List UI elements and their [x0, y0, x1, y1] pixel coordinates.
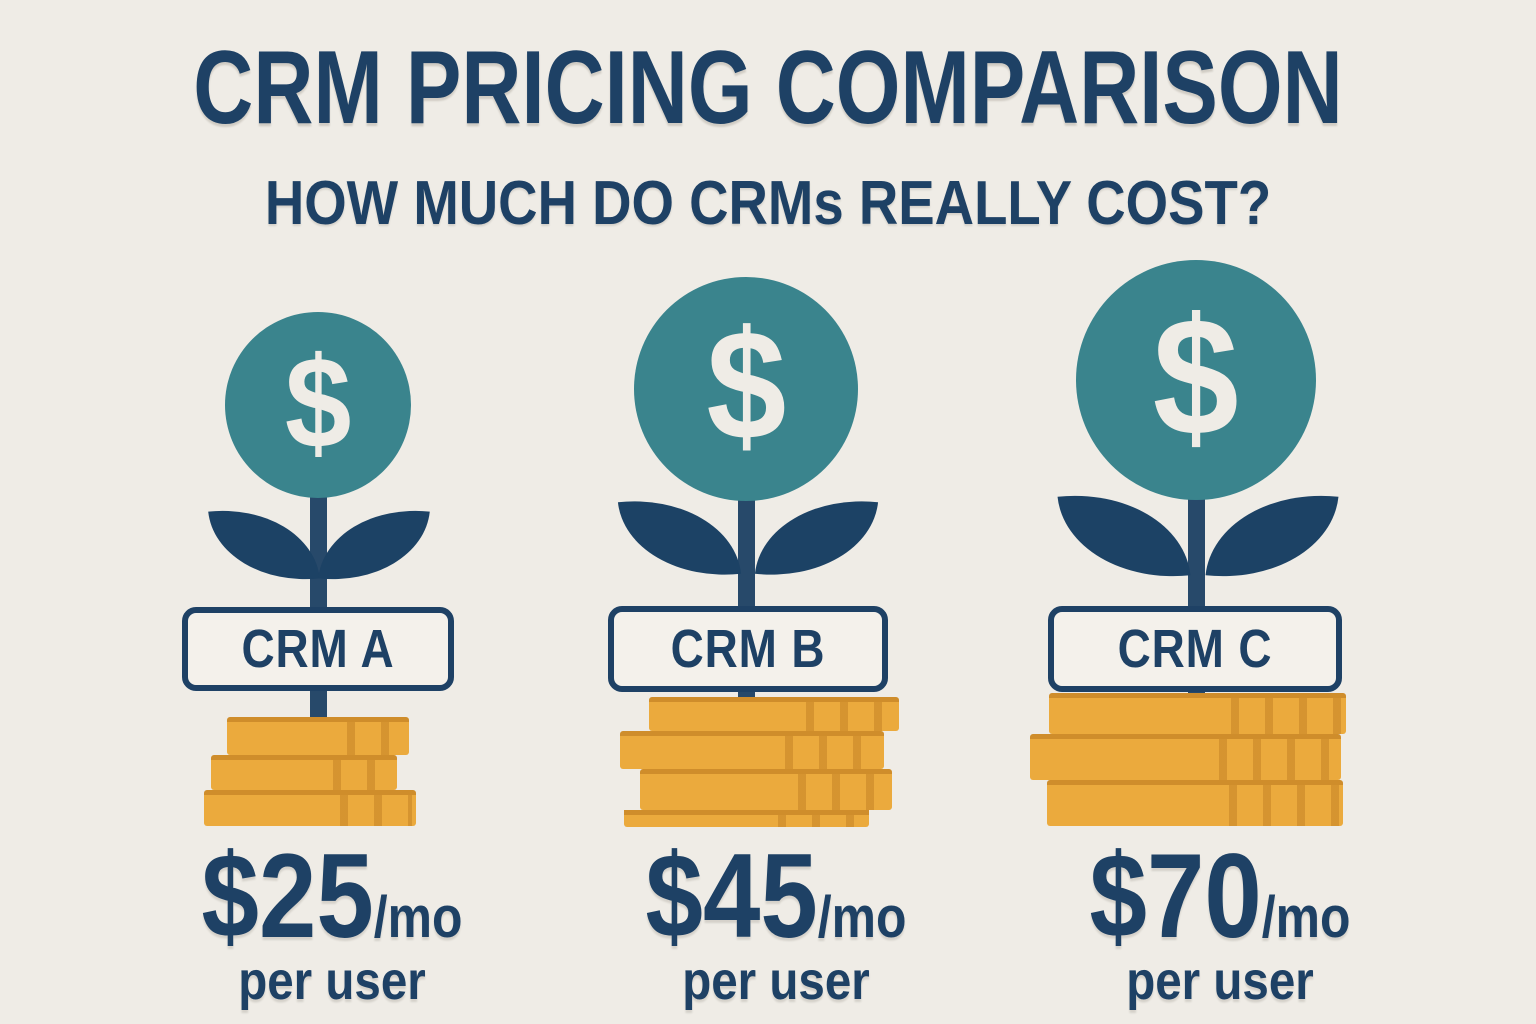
price-line: $70/mo: [1031, 836, 1409, 956]
crm-label: CRM C: [1117, 619, 1273, 679]
leaf-left-icon: [1057, 483, 1191, 589]
coin: [1029, 734, 1341, 780]
coin: [227, 717, 409, 755]
coin: [649, 697, 899, 731]
price-period: /mo: [1261, 885, 1351, 950]
coin: [623, 810, 869, 827]
coin-stack: [1029, 692, 1349, 826]
coin-stack: [195, 716, 425, 826]
price-per-user: per user: [682, 951, 870, 1011]
dollar-sign-icon: $: [706, 298, 786, 473]
price-amount: $70: [1089, 829, 1262, 963]
leaf-right-icon: [1205, 483, 1339, 589]
dollar-circle: $: [634, 277, 858, 501]
coin: [204, 790, 416, 826]
crm-label-box: CRM B: [608, 606, 888, 692]
dollar-circle: $: [225, 312, 411, 498]
crm-label: CRM A: [241, 619, 395, 679]
coin: [1047, 780, 1343, 826]
coin: [640, 769, 892, 810]
price-period: /mo: [373, 885, 463, 950]
crm-label-box: CRM C: [1048, 606, 1342, 692]
price-amount: $45: [645, 829, 818, 963]
price-line: $25/mo: [143, 836, 521, 956]
price-block: $25/mo per user: [112, 836, 552, 1012]
page-title: CRM PRICING COMPARISON: [193, 30, 1343, 146]
dollar-sign-icon: $: [1153, 282, 1239, 471]
dollar-circle: $: [1076, 260, 1316, 500]
price-per-user: per user: [238, 951, 426, 1011]
price-line: $45/mo: [587, 836, 965, 956]
dollar-sign-icon: $: [284, 329, 352, 476]
price-per-user: per user: [1126, 951, 1314, 1011]
crm-label: CRM B: [670, 619, 826, 679]
price-block: $70/mo per user: [1000, 836, 1440, 1012]
leaf-left-icon: [208, 500, 320, 590]
price-period: /mo: [817, 885, 907, 950]
page-subtitle: HOW MUCH DO CRMs REALLY COST?: [264, 169, 1272, 238]
leaf-right-icon: [754, 490, 879, 586]
price-amount: $25: [201, 829, 374, 963]
coin: [1048, 693, 1346, 734]
crm-label-box: CRM A: [182, 607, 454, 691]
coin-stack: [615, 697, 905, 827]
coin: [620, 731, 884, 769]
coin: [211, 755, 397, 790]
price-block: $45/mo per user: [556, 836, 996, 1012]
leaf-left-icon: [617, 490, 742, 586]
leaf-right-icon: [318, 500, 430, 590]
